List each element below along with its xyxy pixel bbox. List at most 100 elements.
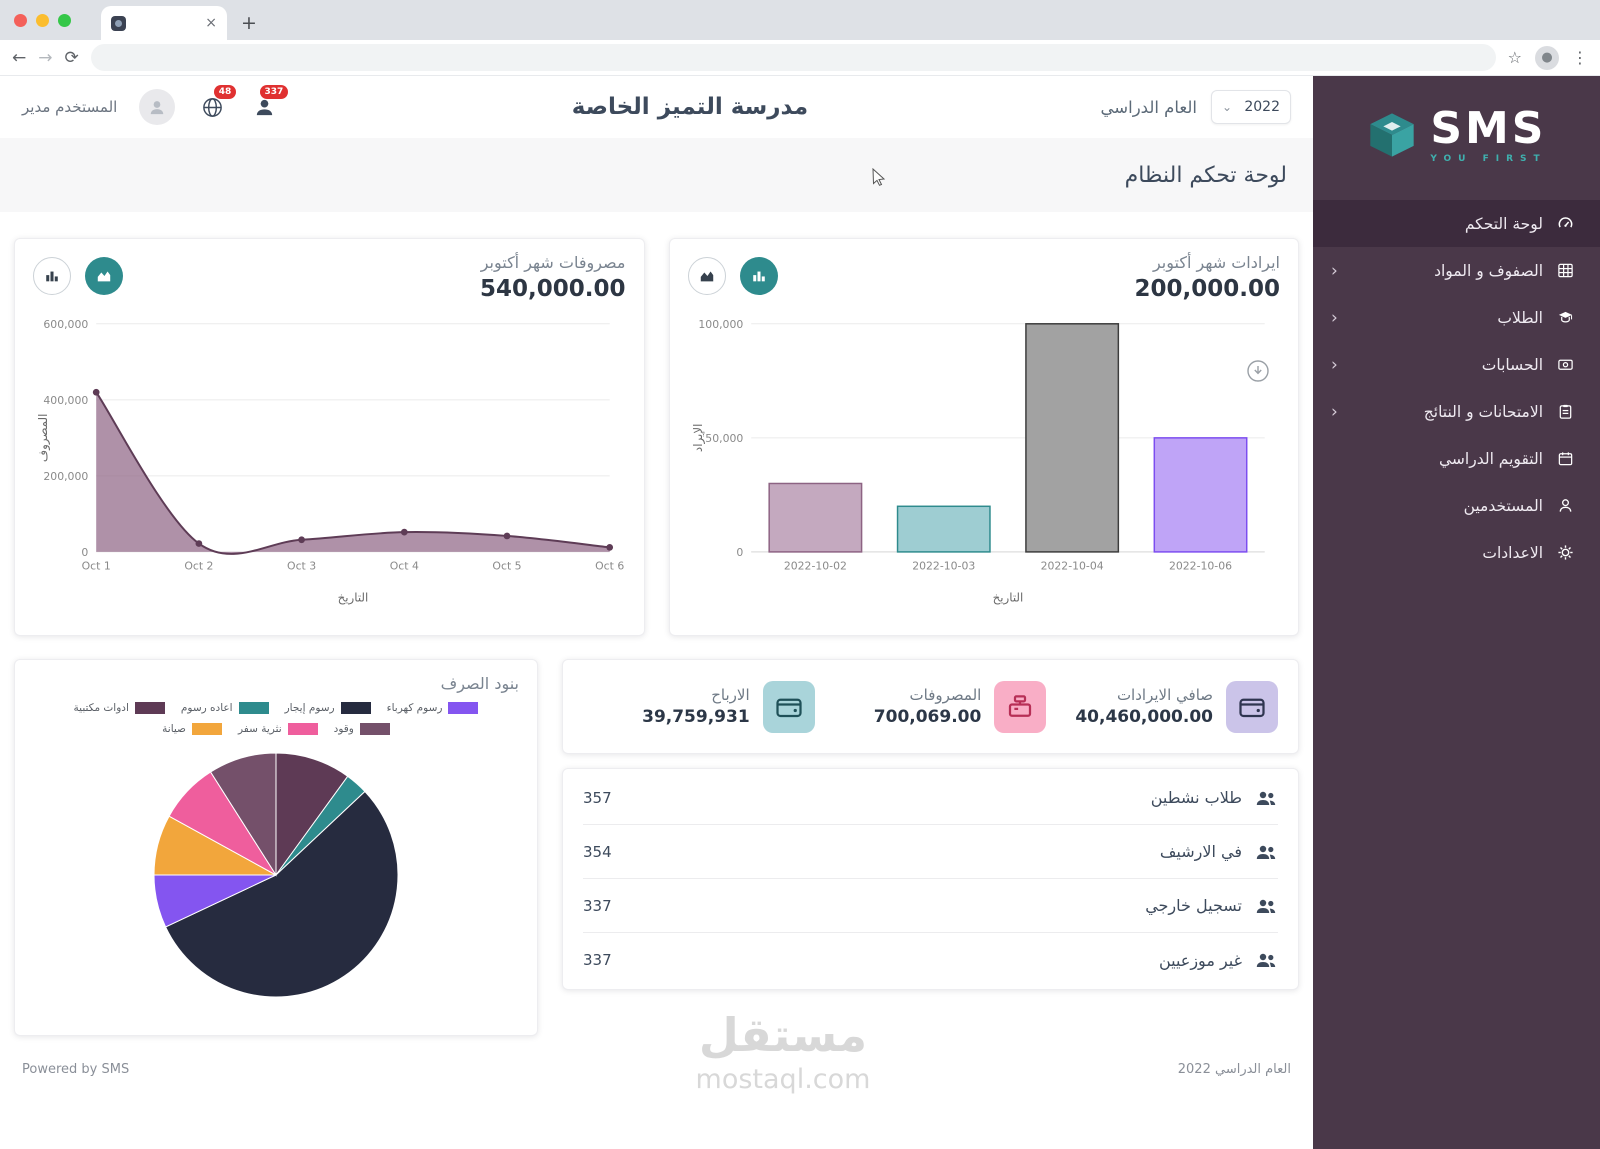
svg-text:Oct 2: Oct 2 — [184, 560, 213, 573]
sms-cube-logo-icon — [1370, 113, 1414, 157]
sidebar-item-label: التقويم الدراسي — [1439, 449, 1543, 468]
revenue-bar-chart: 0 50,000 100,000 2022-10-02 2022-10-03 2022-1… — [690, 318, 1265, 605]
new-tab-button[interactable]: + — [241, 12, 257, 34]
legend-swatch — [238, 702, 269, 714]
legend-item[interactable]: صيانة — [162, 723, 222, 735]
stat-label: المصروفات — [909, 686, 982, 704]
bookmark-star-icon[interactable]: ☆ — [1507, 48, 1522, 67]
expenses-area-toggle-button[interactable] — [85, 257, 123, 295]
svg-text:600,000: 600,000 — [43, 318, 88, 331]
reload-icon[interactable]: ⟳ — [64, 47, 79, 68]
stat-label: صافي الايرادات — [1116, 686, 1213, 704]
people-icon — [1256, 791, 1276, 805]
globe-badge: 48 — [213, 85, 237, 99]
stat-profit: الارباح 39,759,931 — [583, 680, 815, 733]
window-controls — [0, 0, 85, 40]
people-icon — [1256, 953, 1276, 967]
page-title: لوحة تحكم النظام — [1124, 162, 1287, 188]
download-icon — [1247, 360, 1269, 382]
list-item-value: 337 — [583, 951, 612, 969]
sidebar-item-calendar[interactable]: التقويم الدراسي — [1313, 435, 1600, 482]
svg-text:200,000: 200,000 — [43, 470, 88, 483]
legend-swatch — [359, 723, 390, 735]
user-role-label: المستخدم مدير — [22, 98, 118, 116]
wallet-icon — [1226, 680, 1278, 733]
sidebar-item-accounts[interactable]: الحسابات ‹ — [1313, 341, 1600, 388]
list-item-external-registration: تسجيل خارجي 337 — [583, 879, 1278, 933]
page-heading-band: لوحة تحكم النظام — [0, 138, 1313, 212]
chevron-left-icon: ‹ — [1331, 307, 1338, 328]
messages-button[interactable]: 337 — [249, 85, 289, 122]
url-input[interactable] — [90, 44, 1496, 71]
list-item-label: تسجيل خارجي — [1145, 896, 1242, 915]
revenue-card: ايرادات شهر أكتوبر 200,000.00 — [668, 238, 1299, 636]
legend-item[interactable]: نثرية سفر — [238, 723, 318, 735]
bar-chart-icon — [752, 271, 765, 282]
svg-text:2022-10-02: 2022-10-02 — [783, 560, 846, 573]
globe-icon — [202, 97, 222, 117]
revenue-bar-toggle-button[interactable] — [739, 257, 778, 295]
close-window-button[interactable] — [14, 13, 27, 27]
minimize-window-button[interactable] — [36, 13, 49, 27]
tab-close-icon[interactable]: × — [205, 15, 217, 31]
svg-text:Oct 4: Oct 4 — [390, 560, 419, 573]
sidebar-item-exams-results[interactable]: الامتحانات و النتائج ‹ — [1313, 388, 1600, 435]
svg-text:100,000: 100,000 — [698, 318, 743, 331]
legend-item[interactable]: اعاده رسوم — [181, 702, 269, 714]
language-globe-button[interactable]: 48 — [197, 85, 237, 122]
sidebar-item-classes-subjects[interactable]: الصفوف و المواد ‹ — [1313, 247, 1600, 294]
main-area: 2022 ⌄ العام الدراسي مدرسة التميز الخاصة… — [0, 76, 1313, 1149]
list-item-value: 337 — [583, 896, 612, 915]
user-icon — [1556, 497, 1574, 514]
chevron-left-icon: ‹ — [1331, 260, 1338, 281]
cash-register-icon — [994, 680, 1047, 733]
pie-card-title: بنود الصرف — [440, 674, 519, 693]
year-select[interactable]: 2022 ⌄ — [1211, 90, 1291, 124]
svg-text:50,000: 50,000 — [705, 432, 743, 445]
app-logo[interactable]: SMS YOU FIRST — [1313, 76, 1600, 194]
list-item-active-students: طلاب نشطين 357 — [583, 771, 1278, 825]
expense-items-pie-chart — [153, 752, 399, 998]
tab-favicon-icon — [111, 15, 126, 31]
sidebar-item-dashboard[interactable]: لوحة التحكم — [1313, 200, 1600, 247]
browser-tab[interactable]: × — [101, 6, 227, 40]
gear-icon — [1556, 544, 1574, 561]
revenue-area-toggle-button[interactable] — [687, 257, 726, 295]
sidebar-item-label: الاعدادات — [1482, 543, 1543, 562]
people-icon — [1256, 845, 1276, 859]
chart-download-button[interactable] — [1246, 359, 1270, 387]
area-chart-icon — [700, 271, 713, 282]
stat-expenses: المصروفات 700,069.00 — [815, 680, 1047, 733]
year-select-label: العام الدراسي — [1100, 97, 1197, 117]
sidebar-item-users[interactable]: المستخدمين — [1313, 482, 1600, 529]
gauge-icon — [1556, 215, 1574, 232]
browser-profile-avatar[interactable]: ● — [1535, 45, 1559, 70]
footer: العام الدراسي 2022 Powered by SMS — [14, 1036, 1299, 1077]
sidebar-item-label: الصفوف و المواد — [1434, 261, 1543, 280]
legend-item[interactable]: رسوم كهرباء — [387, 702, 479, 714]
sidebar-item-settings[interactable]: الاعدادات — [1313, 529, 1600, 576]
list-item-value: 354 — [583, 842, 612, 861]
legend-item[interactable]: ادوات مكتبية — [74, 702, 165, 714]
forward-icon[interactable]: → — [38, 47, 53, 68]
legend-item[interactable]: وقود — [334, 723, 390, 735]
topbar: 2022 ⌄ العام الدراسي مدرسة التميز الخاصة… — [0, 76, 1313, 138]
user-avatar[interactable] — [139, 89, 176, 125]
back-icon[interactable]: ← — [12, 47, 27, 68]
svg-text:2022-10-04: 2022-10-04 — [1040, 560, 1103, 573]
banknote-icon — [1556, 356, 1574, 373]
legend-item[interactable]: رسوم إيجار — [285, 702, 371, 714]
person-silhouette-icon — [256, 99, 272, 115]
person-icon — [151, 101, 164, 115]
stat-value: 40,460,000.00 — [1075, 707, 1213, 727]
chevron-down-icon: ⌄ — [1222, 100, 1233, 114]
sidebar-item-label: المستخدمين — [1463, 496, 1543, 515]
maximize-window-button[interactable] — [58, 13, 71, 27]
bar-chart-icon — [46, 271, 58, 282]
sidebar-item-students[interactable]: الطلاب ‹ — [1313, 294, 1600, 341]
expenses-bar-toggle-button[interactable] — [33, 257, 71, 295]
expenses-area-chart: 0 200,000 400,000 600,000 Oct 1 Oct 2 Oct 3 Oct… — [36, 318, 625, 606]
browser-menu-icon[interactable]: ⋮ — [1572, 48, 1588, 67]
revenue-card-title: ايرادات شهر أكتوبر — [1152, 253, 1280, 272]
